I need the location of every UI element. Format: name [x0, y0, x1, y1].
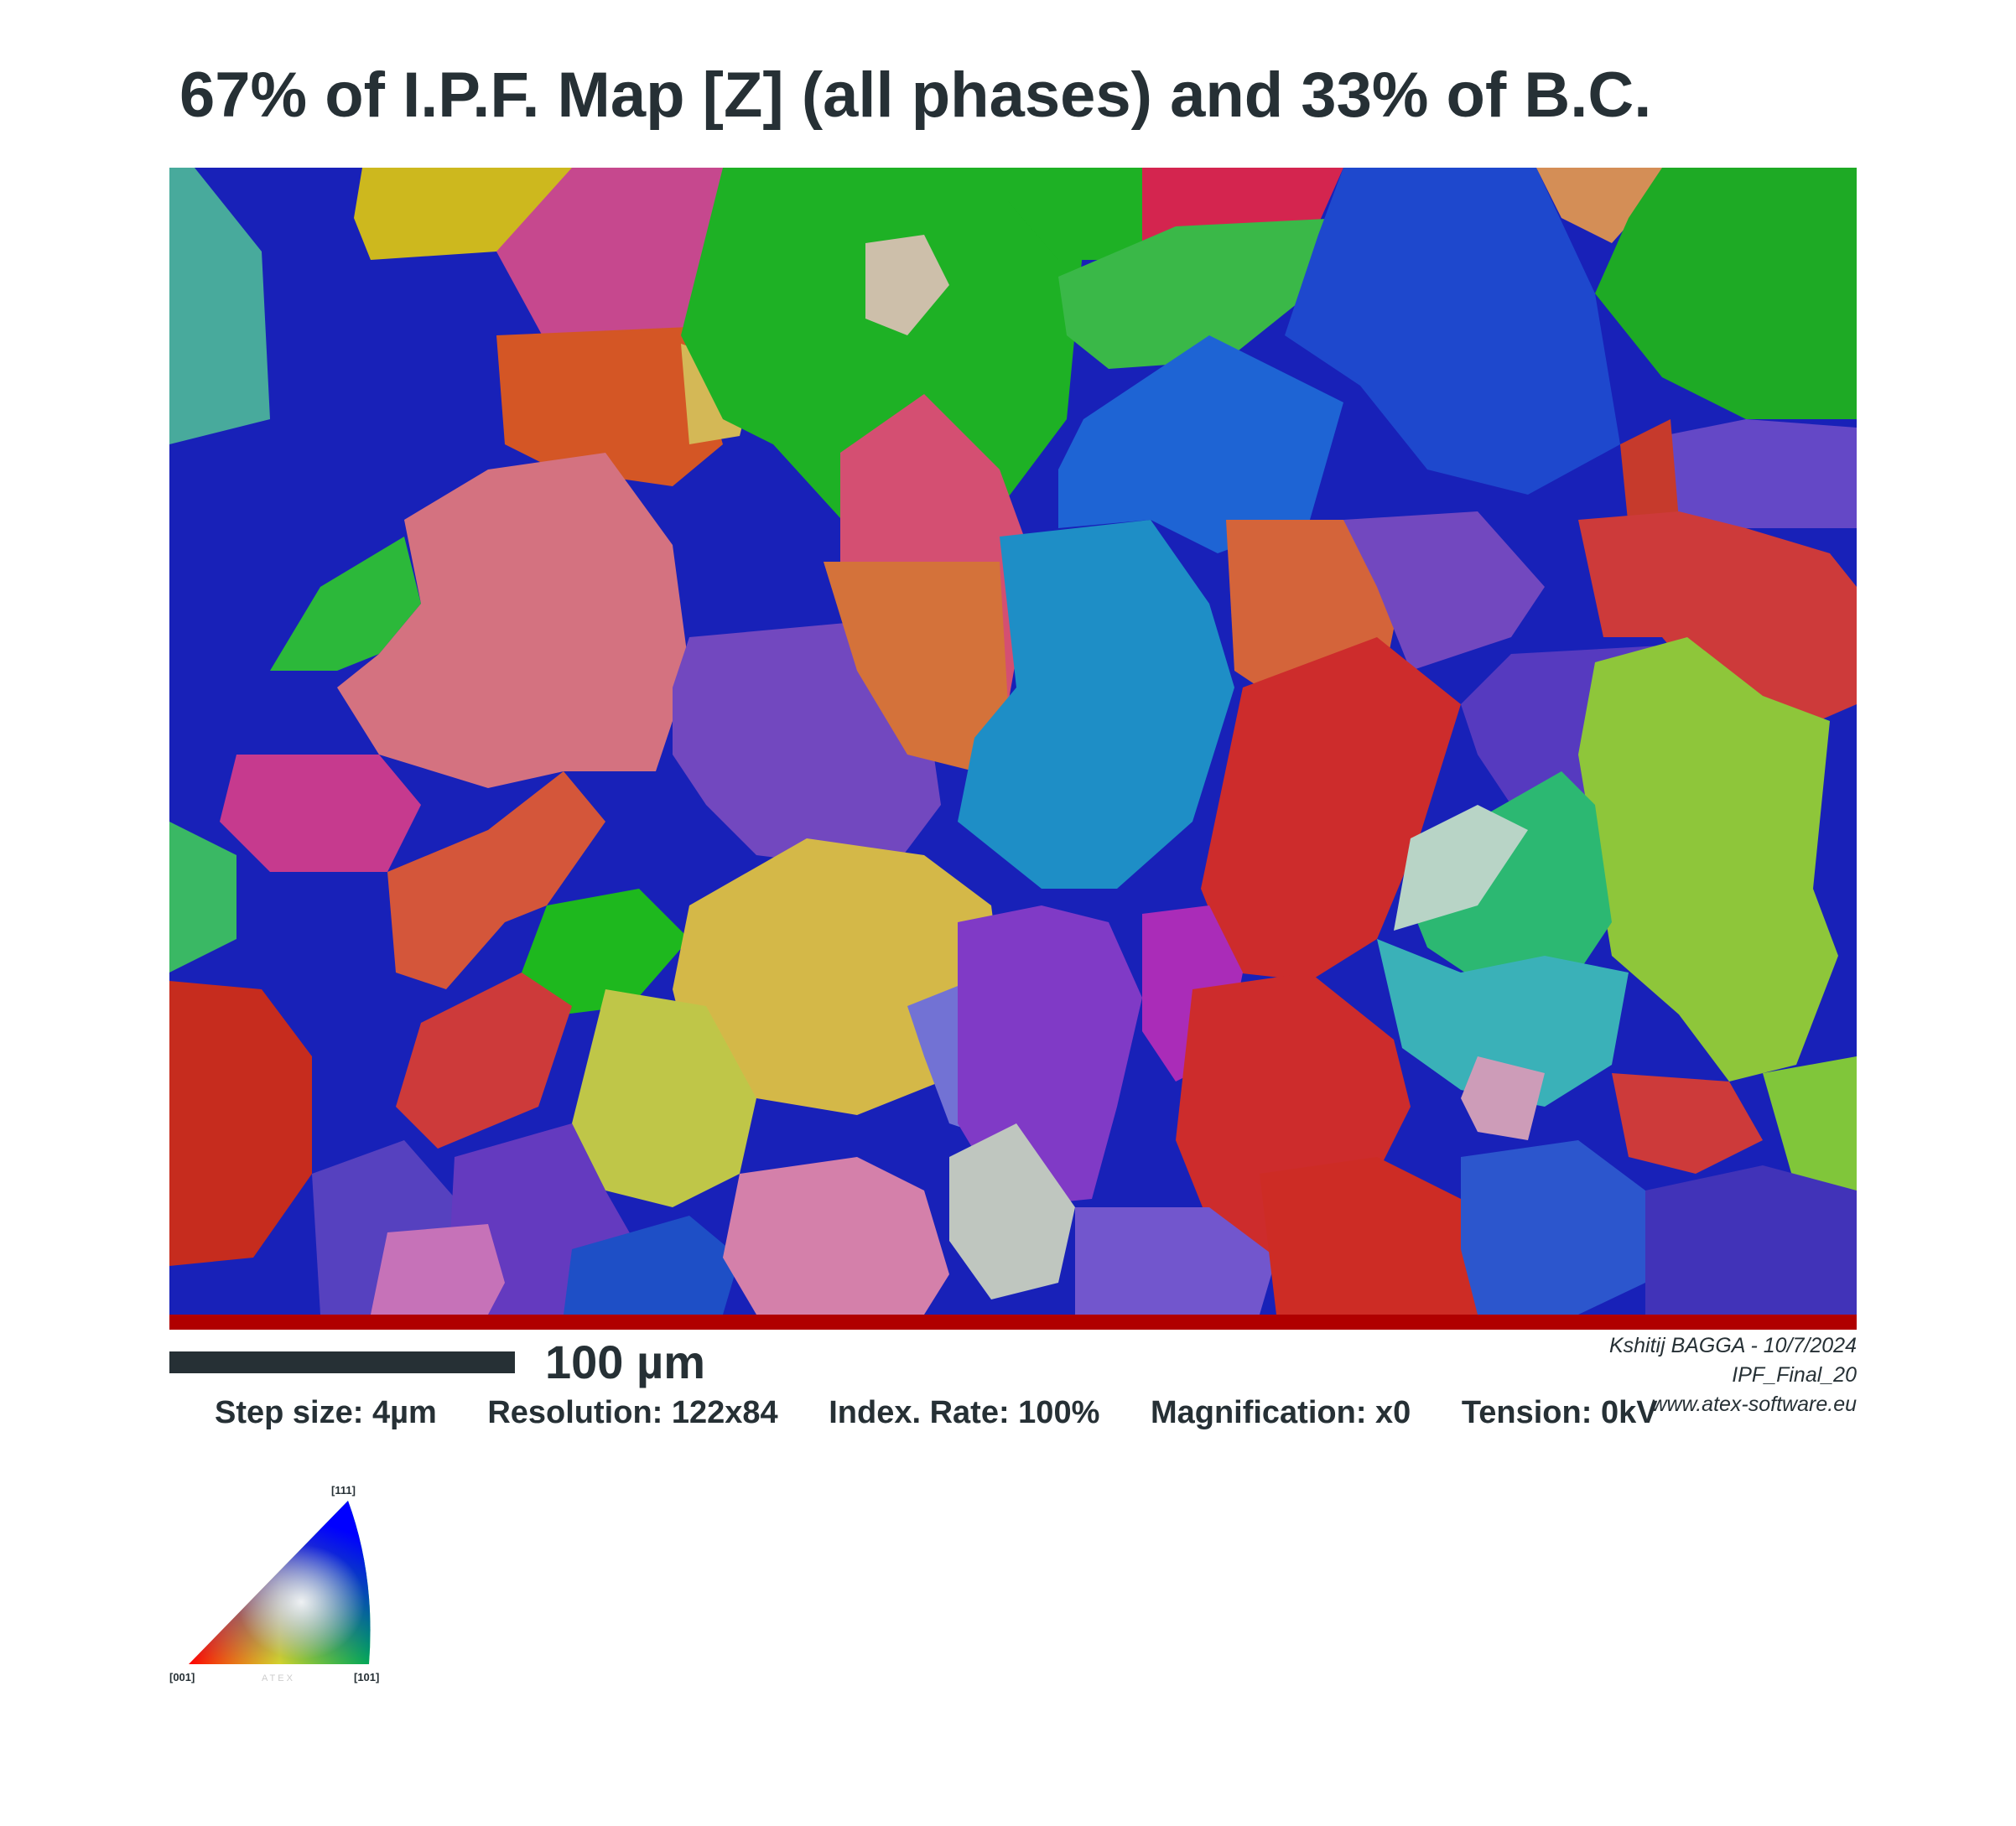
- ipf-color-key: [111] [001] [101] ATEX: [168, 1476, 403, 1689]
- param-magnification: Magnification: x0: [1150, 1395, 1411, 1430]
- page-title: 67% of I.P.F. Map [Z] (all phases) and 3…: [179, 60, 1652, 131]
- credits-block: Kshitij BAGGA - 10/7/2024 IPF_Final_20 w…: [1609, 1331, 1857, 1419]
- param-tension: Tension: 0kV: [1461, 1395, 1658, 1430]
- acquisition-parameters: Step size: 4µm Resolution: 122x84 Index.…: [215, 1395, 1700, 1431]
- credits-author: Kshitij BAGGA - 10/7/2024: [1608, 1334, 1857, 1357]
- ipf-map-image: [169, 168, 1857, 1315]
- scale-label: 100 µm: [545, 1336, 706, 1388]
- param-index-rate: Index. Rate: 100%: [829, 1395, 1100, 1430]
- param-resolution: Resolution: 122x84: [487, 1395, 778, 1430]
- scale-bar: [169, 1351, 515, 1373]
- legend-label-001: [001]: [169, 1671, 195, 1683]
- legend-watermark: ATEX: [262, 1673, 295, 1683]
- ipf-color-triangle: [111] [001] [101] ATEX: [169, 1484, 379, 1683]
- credits-file: IPF_Final_20: [1732, 1363, 1857, 1387]
- credits-website: www.atex-software.eu: [1651, 1393, 1857, 1416]
- legend-label-101: [101]: [354, 1671, 379, 1683]
- legend-label-111: [111]: [331, 1484, 356, 1497]
- map-bottom-border: [169, 1315, 1857, 1330]
- ipf-map: [169, 168, 1857, 1315]
- param-step-size: Step size: 4µm: [215, 1395, 437, 1430]
